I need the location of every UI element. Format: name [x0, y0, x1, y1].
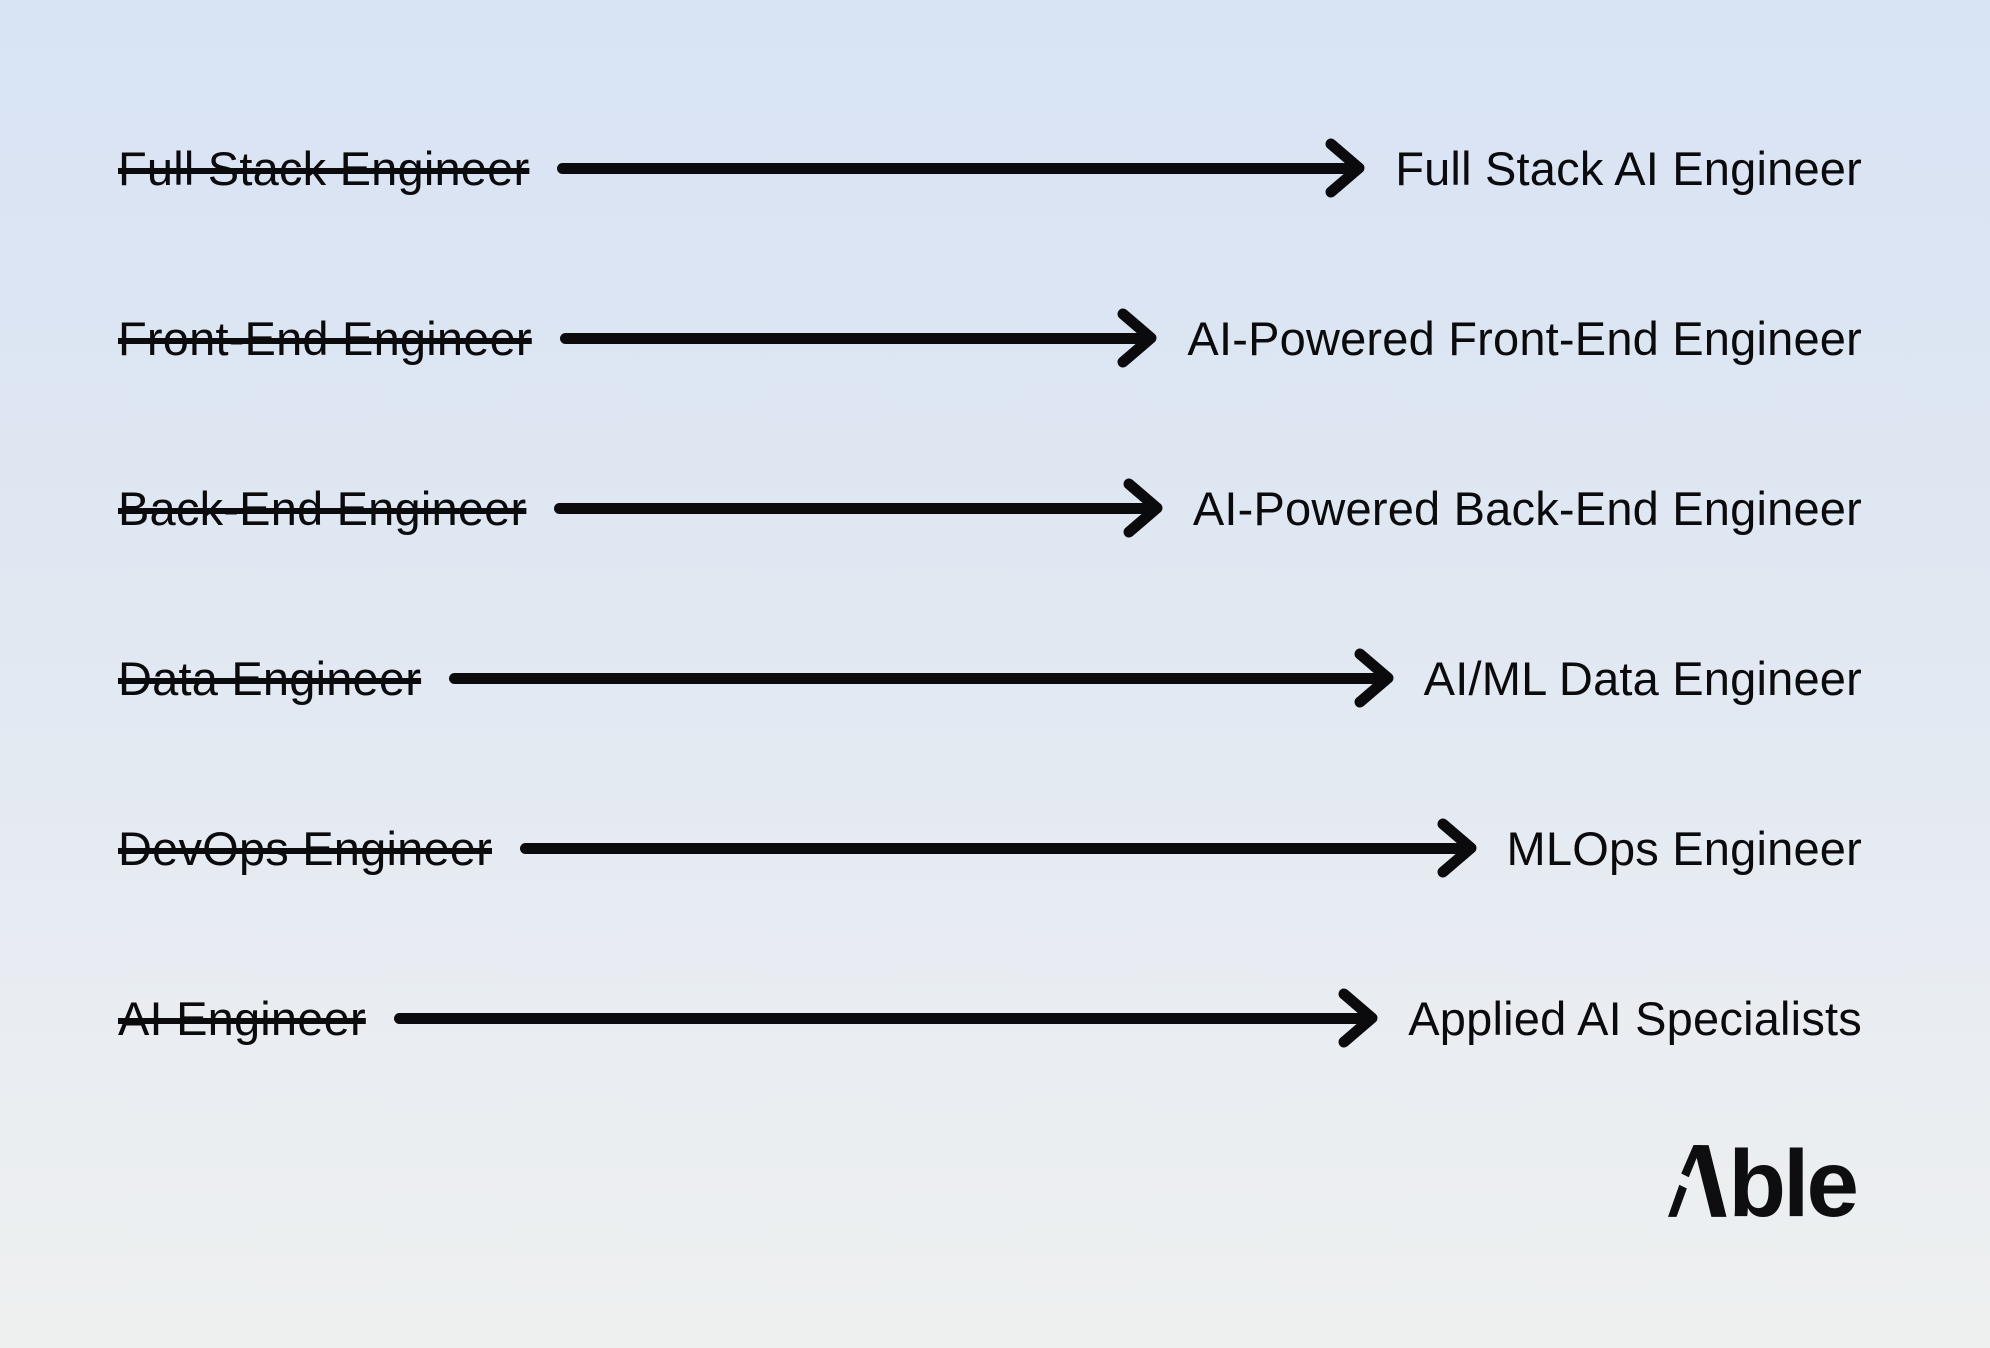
old-role-label: Back-End Engineer — [118, 481, 527, 535]
arrow-head-chevron — [1354, 648, 1394, 708]
right-arrow-icon — [559, 307, 1160, 369]
right-arrow-icon — [519, 817, 1479, 879]
arrow-head-chevron — [1117, 308, 1157, 368]
right-arrow-icon — [557, 137, 1367, 199]
arrow-shaft — [557, 162, 1360, 174]
arrow-shaft — [559, 332, 1152, 344]
role-transition-row: Full Stack Engineer Full Stack AI Engine… — [118, 83, 1862, 253]
arrow-shaft — [554, 502, 1157, 514]
new-role-label: Applied AI Specialists — [1408, 991, 1862, 1045]
logo-wordmark-text: ble — [1728, 1142, 1856, 1220]
new-role-label: Full Stack AI Engineer — [1395, 141, 1862, 195]
role-transition-row: DevOps Engineer MLOps Engineer — [118, 763, 1862, 933]
arrow-head-chevron — [1123, 478, 1163, 538]
right-arrow-icon — [449, 647, 1396, 709]
arrow-head-chevron — [1325, 138, 1365, 198]
old-role-label: Full Stack Engineer — [118, 141, 530, 195]
able-lambda-icon — [1668, 1145, 1727, 1217]
old-role-label: Data Engineer — [118, 651, 422, 705]
old-role-label: Front-End Engineer — [118, 311, 532, 365]
arrow-shaft — [393, 1012, 1373, 1024]
able-logo: ble — [1668, 1142, 1868, 1220]
right-arrow-icon — [554, 477, 1164, 539]
new-role-label: AI/ML Data Engineer — [1423, 651, 1862, 705]
arrow-head-chevron — [1338, 988, 1378, 1048]
arrow-shaft — [449, 672, 1388, 684]
role-transition-row: Front-End Engineer AI-Powered Front-End … — [118, 253, 1862, 423]
role-transition-row: AI Engineer Applied AI Specialists — [118, 933, 1862, 1103]
arrow-shaft — [519, 842, 1471, 854]
new-role-label: MLOps Engineer — [1506, 821, 1862, 875]
old-role-label: DevOps Engineer — [118, 821, 492, 875]
role-rows: Full Stack Engineer Full Stack AI Engine… — [118, 83, 1862, 1103]
role-transition-row: Back-End Engineer AI-Powered Back-End En… — [118, 423, 1862, 593]
old-role-label: AI Engineer — [118, 991, 366, 1045]
arrow-head-chevron — [1437, 818, 1477, 878]
new-role-label: AI-Powered Front-End Engineer — [1187, 311, 1862, 365]
new-role-label: AI-Powered Back-End Engineer — [1192, 481, 1862, 535]
role-transition-row: Data Engineer AI/ML Data Engineer — [118, 593, 1862, 763]
right-arrow-icon — [393, 987, 1380, 1049]
